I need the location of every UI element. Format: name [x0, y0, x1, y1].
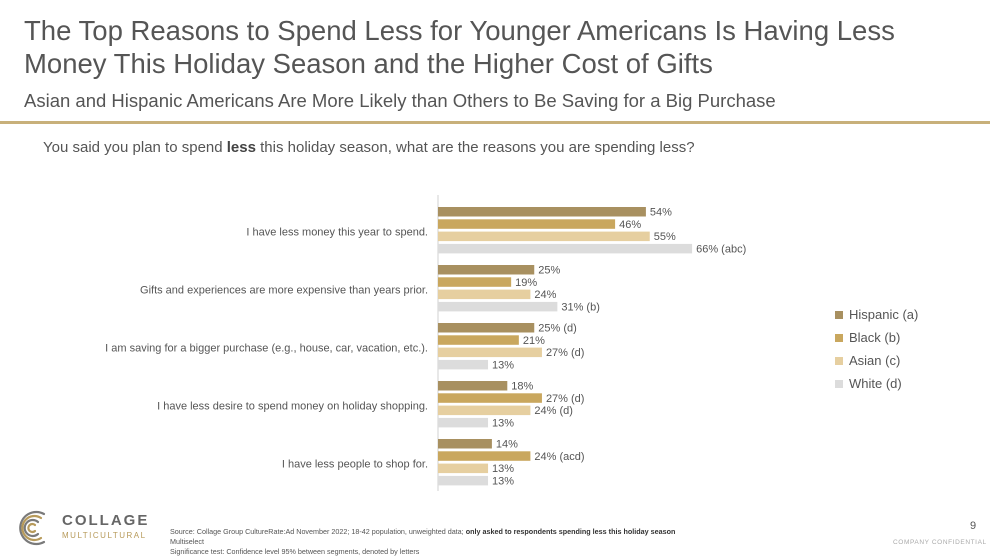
legend-swatch: [835, 333, 843, 342]
category-label: I have less people to shop for.: [282, 459, 428, 471]
data-label: 24% (d): [534, 405, 573, 417]
legend-swatch: [835, 310, 843, 319]
bar: [438, 301, 558, 312]
bar: [438, 243, 693, 254]
category-label: Gifts and experiences are more expensive…: [140, 285, 428, 297]
bar: [438, 265, 535, 275]
legend-label: Hispanic (a): [849, 307, 919, 322]
data-label: 24%: [534, 289, 556, 301]
title-divider: [0, 121, 990, 124]
bar: [438, 231, 650, 242]
bar: [438, 347, 542, 358]
survey-question: You said you plan to spend less this hol…: [43, 139, 695, 156]
source-line-1-bold: only asked to respondents spending less …: [465, 527, 676, 536]
data-label: 31% (b): [561, 301, 600, 313]
category-label: I have less desire to spend money on hol…: [157, 401, 428, 413]
page-number: 9: [970, 520, 977, 532]
bar: [438, 207, 646, 217]
bar: [438, 417, 489, 428]
data-label: 25% (d): [538, 323, 577, 335]
legend-label: Asian (c): [849, 353, 901, 368]
bar: [438, 219, 616, 229]
page-subtitle: Asian and Hispanic Americans Are More Li…: [24, 90, 776, 111]
category-label: I am saving for a bigger purchase (e.g.,…: [105, 343, 428, 355]
question-text-after: this holiday season, what are the reason…: [255, 139, 695, 156]
bar: [438, 381, 508, 391]
question-text-before: You said you plan to spend: [43, 139, 227, 156]
bar: [438, 393, 542, 403]
legend-label: White (d): [849, 376, 902, 391]
bar-chart: I have less money this year to spend. 54%…: [105, 195, 746, 491]
bar: [438, 463, 489, 474]
data-label: 13%: [492, 463, 514, 475]
data-label: 21%: [523, 335, 545, 347]
data-label: 19%: [515, 277, 537, 289]
data-label: 13%: [492, 359, 514, 371]
legend-item: Asian (c): [835, 349, 918, 372]
source-line-3: Significance test: Confidence level 95% …: [170, 547, 420, 556]
bar: [438, 277, 512, 287]
data-label: 55%: [654, 231, 676, 243]
logo-submark: MULTICULTURAL: [62, 531, 147, 540]
data-label: 25%: [538, 265, 560, 277]
data-label: 14%: [496, 439, 518, 451]
data-label: 18%: [511, 381, 533, 393]
source-line-2: Multiselect: [170, 537, 204, 546]
legend-item: Hispanic (a): [835, 303, 918, 326]
source-line-1: Source: Collage Group CultureRate:Ad Nov…: [170, 527, 466, 536]
category-label: I have less money this year to spend.: [246, 227, 428, 239]
data-label: 27% (d): [546, 393, 585, 405]
question-text-bold: less: [226, 139, 256, 156]
collage-logo-icon: [19, 510, 46, 546]
legend-item: White (d): [835, 372, 918, 395]
legend-item: Black (b): [835, 326, 918, 349]
bar: [438, 405, 531, 416]
confidential-label: COMPANY CONFIDENTIAL: [893, 539, 987, 546]
bar: [438, 335, 519, 345]
bar: [438, 359, 489, 370]
data-label: 66% (abc): [696, 243, 746, 255]
bar: [438, 289, 531, 300]
data-label: 54%: [650, 207, 672, 219]
legend-swatch: [835, 379, 843, 388]
data-label: 13%: [492, 417, 514, 429]
chart-legend: Hispanic (a) Black (b) Asian (c) White (d): [835, 303, 918, 395]
bar: [438, 451, 531, 461]
data-label: 46%: [619, 219, 641, 231]
logo-wordmark: COLLAGE: [62, 512, 150, 529]
bar: [438, 323, 535, 333]
source-note: Source: Collage Group CultureRate:Ad Nov…: [170, 527, 675, 557]
legend-label: Black (b): [849, 330, 901, 345]
data-label: 24% (acd): [534, 451, 584, 463]
data-label: 13%: [492, 475, 514, 487]
bar: [438, 439, 492, 449]
bar: [438, 475, 489, 486]
data-label: 27% (d): [546, 347, 585, 359]
page-title: The Top Reasons to Spend Less for Younge…: [24, 15, 895, 79]
legend-swatch: [835, 356, 843, 365]
